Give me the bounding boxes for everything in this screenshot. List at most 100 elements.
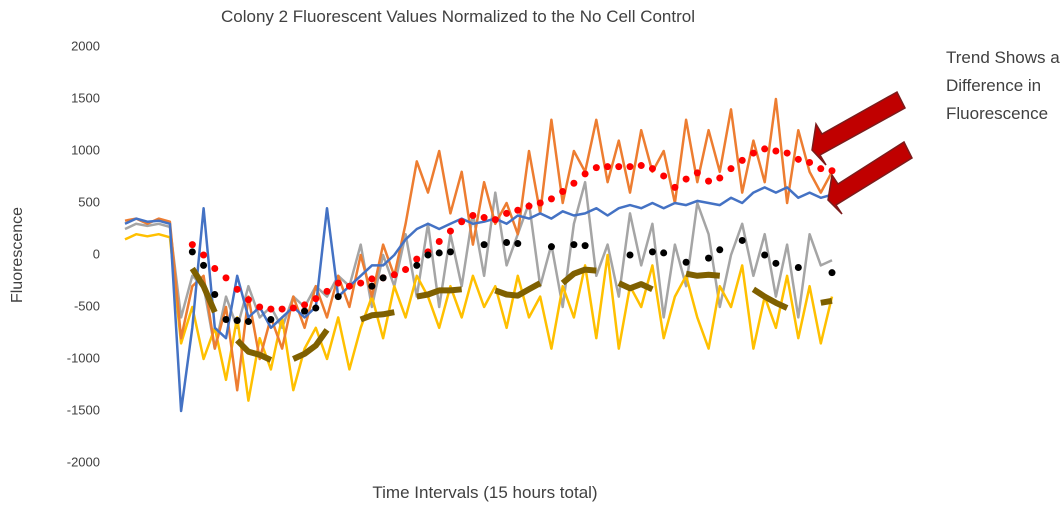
point xyxy=(368,275,376,283)
point xyxy=(581,242,589,250)
point xyxy=(806,158,814,166)
point xyxy=(536,199,544,207)
point xyxy=(660,172,668,180)
point xyxy=(648,165,656,173)
point xyxy=(357,279,365,287)
y-tick-label: -1000 xyxy=(67,350,100,365)
point xyxy=(648,248,656,256)
point xyxy=(458,218,466,226)
point xyxy=(716,246,724,254)
point xyxy=(323,287,331,295)
point xyxy=(233,317,241,325)
point xyxy=(334,293,342,301)
point xyxy=(592,164,600,172)
point xyxy=(368,282,376,290)
y-tick-label: -2000 xyxy=(67,454,100,469)
point xyxy=(660,249,668,257)
point xyxy=(413,255,421,263)
point xyxy=(301,301,309,309)
point xyxy=(783,149,791,157)
point xyxy=(289,304,297,312)
annotation: Difference in xyxy=(946,76,1041,95)
y-tick-label: -500 xyxy=(74,298,100,313)
point xyxy=(626,251,634,259)
point xyxy=(244,318,252,326)
point xyxy=(693,169,701,177)
y-tick-label: 2000 xyxy=(71,38,100,53)
point xyxy=(749,149,757,157)
point xyxy=(503,209,511,217)
point xyxy=(581,170,589,178)
arrow xyxy=(811,90,906,166)
point xyxy=(480,214,488,222)
point xyxy=(413,261,421,269)
point xyxy=(682,258,690,266)
point xyxy=(390,271,398,279)
point xyxy=(424,251,432,259)
line-series xyxy=(124,232,834,402)
point xyxy=(188,248,196,256)
y-tick-label: 500 xyxy=(78,194,100,209)
point xyxy=(244,296,252,304)
line-series xyxy=(124,186,833,413)
point xyxy=(435,237,443,245)
point xyxy=(345,282,353,290)
point xyxy=(716,174,724,182)
point xyxy=(312,295,320,303)
point xyxy=(435,249,443,257)
line-series xyxy=(124,180,833,350)
point xyxy=(188,241,196,249)
chart-title: Colony 2 Fluorescent Values Normalized t… xyxy=(221,7,695,26)
point xyxy=(301,307,309,315)
point xyxy=(817,165,825,173)
point xyxy=(547,195,555,203)
point xyxy=(312,304,320,312)
point xyxy=(705,254,713,262)
point xyxy=(525,202,533,210)
x-axis-label: Time Intervals (15 hours total) xyxy=(372,483,597,502)
point xyxy=(402,266,410,274)
point xyxy=(222,315,230,323)
point xyxy=(211,291,219,299)
point xyxy=(200,261,208,269)
point xyxy=(256,303,264,311)
y-tick-label: 1000 xyxy=(71,142,100,157)
point xyxy=(503,239,511,247)
line-series xyxy=(189,266,833,363)
point xyxy=(761,145,769,153)
point xyxy=(278,305,286,313)
point xyxy=(682,175,690,183)
point xyxy=(794,155,802,163)
point xyxy=(671,183,679,191)
point xyxy=(469,211,477,219)
point xyxy=(604,163,612,171)
arrow xyxy=(827,140,913,215)
point xyxy=(514,206,522,214)
point xyxy=(480,241,488,249)
point xyxy=(547,243,555,251)
point xyxy=(200,251,208,259)
point xyxy=(446,248,454,256)
point xyxy=(514,240,522,248)
point xyxy=(727,165,735,173)
y-tick-label: -1500 xyxy=(67,402,100,417)
point xyxy=(626,163,634,171)
point xyxy=(637,162,645,170)
point xyxy=(446,227,454,235)
point xyxy=(559,188,567,196)
y-tick-label: 0 xyxy=(93,246,100,261)
point xyxy=(828,269,836,277)
point xyxy=(570,179,578,187)
point xyxy=(828,167,836,175)
y-tick-label: 1500 xyxy=(71,90,100,105)
point xyxy=(491,216,499,224)
point xyxy=(379,274,387,282)
point xyxy=(615,163,623,171)
point xyxy=(794,263,802,271)
y-axis-label: Fluorescence xyxy=(9,207,26,303)
point xyxy=(772,147,780,155)
point xyxy=(772,259,780,267)
plot-area: -2000 -1500 -1000 -500 0 500 1000 1500 2000 xyxy=(67,38,836,469)
